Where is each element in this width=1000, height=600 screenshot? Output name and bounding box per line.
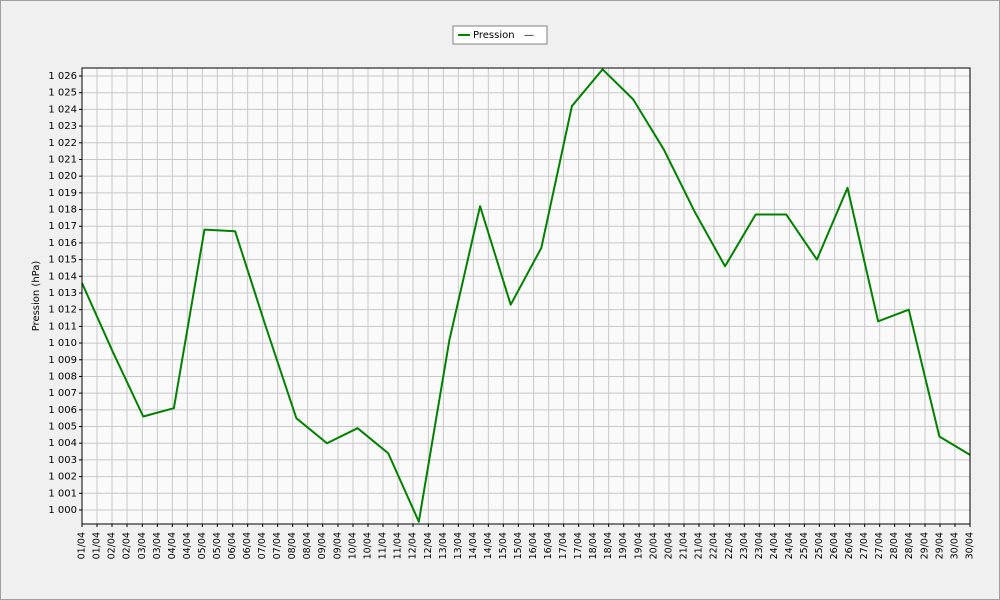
x-tick-label: 06/04	[242, 532, 253, 559]
x-tick-label: 13/04	[453, 532, 464, 559]
y-tick-label: 1 017	[48, 221, 77, 232]
x-tick-label: 24/04	[784, 532, 795, 559]
y-tick-label: 1 005	[48, 422, 77, 433]
x-tick-label: 15/04	[498, 532, 509, 559]
y-tick-label: 1 025	[48, 88, 77, 99]
x-tick-label: 08/04	[287, 532, 298, 559]
y-tick-label: 1 002	[48, 472, 77, 483]
x-tick-label: 14/04	[483, 532, 494, 559]
x-tick-label: 16/04	[543, 532, 554, 559]
x-tick-label: 02/04	[122, 532, 133, 559]
x-tick-label: 10/04	[362, 532, 373, 559]
y-tick-label: 1 007	[48, 388, 77, 399]
x-tick-label: 11/04	[393, 532, 404, 559]
x-tick-label: 27/04	[859, 532, 870, 559]
y-tick-label: 1 001	[48, 488, 77, 499]
x-tick-label: 16/04	[528, 532, 539, 559]
x-tick-label: 28/04	[889, 532, 900, 559]
x-tick-label: 09/04	[317, 532, 328, 559]
legend-note: —	[524, 30, 534, 41]
x-tick-label: 25/04	[814, 532, 825, 559]
data-line	[81, 68, 971, 523]
grid	[81, 68, 971, 524]
x-tick-label: 12/04	[408, 532, 419, 559]
x-tick-label: 01/04	[92, 532, 103, 559]
plot-area	[82, 68, 970, 524]
x-tick-label: 02/04	[107, 532, 118, 559]
x-tick-label: 14/04	[468, 532, 479, 559]
x-tick-label: 22/04	[709, 532, 720, 559]
x-tick-label: 29/04	[934, 532, 945, 559]
y-tick-label: 1 009	[48, 355, 77, 366]
x-tick-label: 29/04	[919, 532, 930, 559]
legend: Pression —	[452, 25, 548, 45]
x-tick-label: 20/04	[648, 532, 659, 559]
x-tick-label: 26/04	[829, 532, 840, 559]
x-tick-label: 22/04	[724, 532, 735, 559]
plot-border	[81, 67, 971, 525]
y-tick-label: 1 021	[48, 154, 77, 165]
x-tick-label: 30/04	[965, 532, 976, 559]
y-tick-label: 1 019	[48, 188, 77, 199]
x-tick-label: 09/04	[332, 532, 343, 559]
x-tick-label: 05/04	[212, 532, 223, 559]
y-tick-label: 1 003	[48, 455, 77, 466]
x-tick-label: 23/04	[754, 532, 765, 559]
y-tick-label: 1 018	[48, 205, 77, 216]
x-tick-label: 18/04	[588, 532, 599, 559]
x-tick-label: 17/04	[558, 532, 569, 559]
y-tick-label: 1 010	[48, 338, 77, 349]
x-tick-label: 07/04	[257, 532, 268, 559]
x-tick-label: 03/04	[152, 532, 163, 559]
x-tick-label: 04/04	[167, 532, 178, 559]
x-tick-label: 25/04	[799, 532, 810, 559]
x-tick-label: 28/04	[904, 532, 915, 559]
x-tick-label: 04/04	[182, 532, 193, 559]
x-tick-label: 08/04	[302, 532, 313, 559]
x-tick-label: 24/04	[769, 532, 780, 559]
x-tick-label: 07/04	[272, 532, 283, 559]
x-tick-label: 23/04	[739, 532, 750, 559]
x-tick-label: 12/04	[423, 532, 434, 559]
y-tick-label: 1 012	[48, 305, 77, 316]
legend-box	[452, 25, 548, 45]
y-tick-label: 1 016	[48, 238, 77, 249]
x-tick-label: 26/04	[844, 532, 855, 559]
x-tick-label: 11/04	[378, 532, 389, 559]
x-tick-label: 30/04	[949, 532, 960, 559]
y-tick-label: 1 023	[48, 121, 77, 132]
y-tick-label: 1 026	[48, 71, 77, 82]
y-tick-label: 1 004	[48, 438, 77, 449]
x-tick-label: 17/04	[573, 532, 584, 559]
y-tick-label: 1 011	[48, 321, 77, 332]
x-tick-label: 10/04	[347, 532, 358, 559]
y-tick-label: 1 015	[48, 255, 77, 266]
x-tick-label: 20/04	[663, 532, 674, 559]
x-tick-label: 13/04	[438, 532, 449, 559]
x-tick-label: 19/04	[633, 532, 644, 559]
x-tick-label: 18/04	[603, 532, 614, 559]
y-tick-label: 1 022	[48, 138, 77, 149]
x-tick-label: 05/04	[197, 532, 208, 559]
legend-label: Pression	[473, 30, 515, 41]
x-tick-label: 06/04	[227, 532, 238, 559]
x-tick-label: 21/04	[679, 532, 690, 559]
x-tick-label: 01/04	[77, 532, 88, 559]
x-tick-label: 21/04	[694, 532, 705, 559]
x-tick-label: 19/04	[618, 532, 629, 559]
y-tick-label: 1 000	[48, 505, 77, 516]
marks	[81, 68, 971, 523]
y-tick-label: 1 008	[48, 371, 77, 382]
x-tick-label: 15/04	[513, 532, 524, 559]
y-tick-label: 1 013	[48, 288, 77, 299]
y-axis-label: Pression (hPa)	[31, 261, 42, 332]
y-tick-label: 1 024	[48, 104, 77, 115]
x-tick-label: 27/04	[874, 532, 885, 559]
y-tick-label: 1 014	[48, 271, 77, 282]
y-tick-label: 1 020	[48, 171, 77, 182]
x-tick-label: 03/04	[137, 532, 148, 559]
y-tick-label: 1 006	[48, 405, 77, 416]
